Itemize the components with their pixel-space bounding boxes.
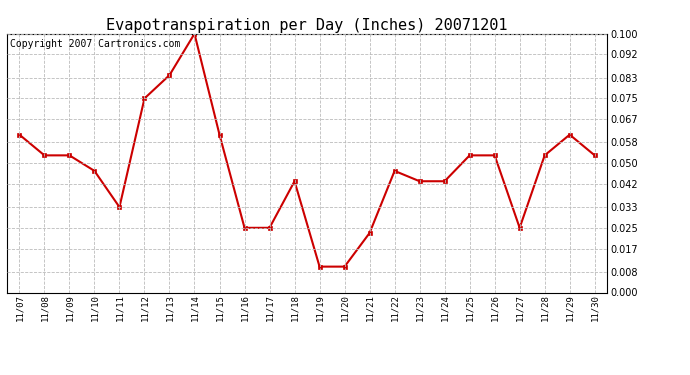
Title: Evapotranspiration per Day (Inches) 20071201: Evapotranspiration per Day (Inches) 2007… — [106, 18, 508, 33]
Text: Copyright 2007 Cartronics.com: Copyright 2007 Cartronics.com — [10, 39, 180, 49]
